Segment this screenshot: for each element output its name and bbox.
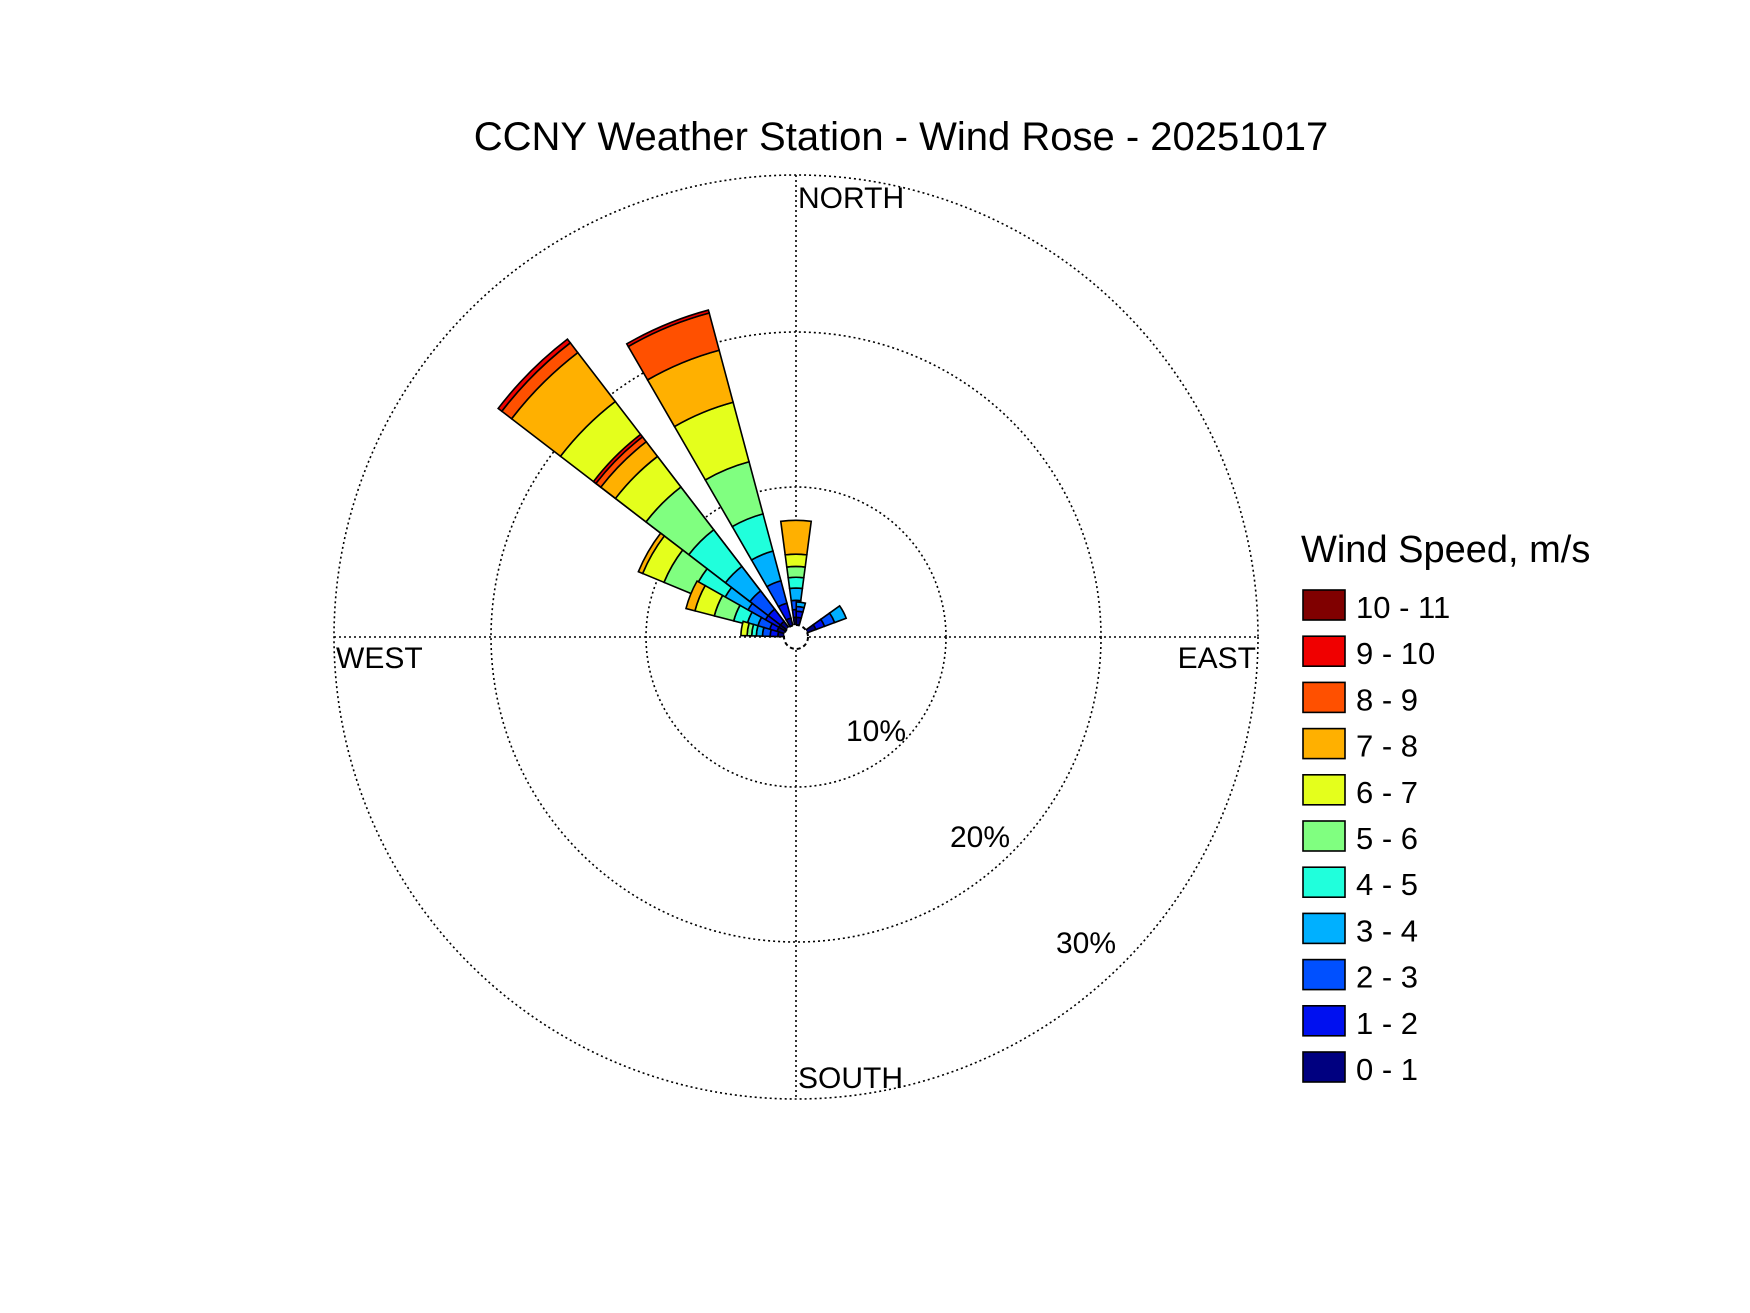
legend-swatch-1-2 bbox=[1302, 1004, 1346, 1037]
bar-segment-w-6-bin-6 bbox=[740, 620, 751, 637]
bar-segment-wnw-4-bin-7 bbox=[637, 532, 666, 575]
legend-label-0-1: 0 - 1 bbox=[1356, 1052, 1418, 1087]
legend-label-10-11: 10 - 11 bbox=[1356, 590, 1450, 625]
legend-swatch-2-3 bbox=[1302, 958, 1346, 991]
legend-swatch-5-6 bbox=[1302, 820, 1346, 852]
bar-segment-n-0-bin-7 bbox=[779, 519, 813, 556]
compass-west: WEST bbox=[336, 642, 423, 675]
ring-label-30: 30% bbox=[1056, 927, 1116, 960]
legend-swatch-7-8 bbox=[1302, 727, 1346, 760]
legend-label-4-5: 4 - 5 bbox=[1356, 867, 1418, 902]
legend-swatch-10-11 bbox=[1302, 589, 1346, 621]
bar-segment-wnw-5-bin-7 bbox=[685, 579, 707, 612]
wind-rose-bars bbox=[497, 309, 848, 650]
compass-north: NORTH bbox=[798, 182, 904, 215]
bar-segment-n-0-bin-4 bbox=[787, 576, 805, 590]
legend-label-8-9: 8 - 9 bbox=[1356, 682, 1418, 717]
ring-label-10: 10% bbox=[846, 715, 906, 748]
calm-hub bbox=[783, 624, 809, 650]
legend-label-2-3: 2 - 3 bbox=[1356, 960, 1418, 995]
legend-title: Wind Speed, m/s bbox=[1301, 529, 1590, 571]
ring-label-20: 20% bbox=[950, 821, 1010, 854]
legend-label-6-7: 6 - 7 bbox=[1356, 775, 1418, 810]
legend-swatch-0-1 bbox=[1302, 1051, 1346, 1083]
legend-swatch-3-4 bbox=[1302, 912, 1346, 945]
bar-segment-ese-8-bin-3 bbox=[828, 604, 848, 624]
legend-label-9-10: 9 - 10 bbox=[1356, 636, 1435, 671]
legend-label-5-6: 5 - 6 bbox=[1356, 821, 1418, 856]
bar-segment-n-7-bin-3 bbox=[795, 601, 807, 609]
legend-swatch-8-9 bbox=[1302, 681, 1346, 714]
legend-swatch-9-10 bbox=[1302, 635, 1346, 668]
legend-label-1-2: 1 - 2 bbox=[1356, 1006, 1418, 1041]
bar-segment-n-0-bin-3 bbox=[788, 587, 804, 602]
chart-title: CCNY Weather Station - Wind Rose - 20251… bbox=[474, 115, 1329, 159]
bar-segment-n-0-bin-6 bbox=[784, 553, 808, 568]
legend-swatch-4-5 bbox=[1302, 866, 1346, 899]
bar-segment-nw-3-bin-9 bbox=[592, 433, 644, 485]
bar-segment-nw-2-bin-9 bbox=[497, 338, 572, 413]
compass-south: SOUTH bbox=[798, 1062, 903, 1095]
legend-label-3-4: 3 - 4 bbox=[1356, 913, 1418, 948]
legend-swatch-6-7 bbox=[1302, 773, 1346, 806]
bar-segment-n-0-bin-5 bbox=[785, 565, 807, 579]
legend: Wind Speed, m/s 10 - 11 9 - 10 8 - 9 7 - 8 6… bbox=[1301, 529, 1590, 1087]
legend-label-7-8: 7 - 8 bbox=[1356, 729, 1418, 764]
compass-east: EAST bbox=[1178, 642, 1256, 675]
bar-segment-nnw-1-bin-9 bbox=[625, 309, 711, 348]
